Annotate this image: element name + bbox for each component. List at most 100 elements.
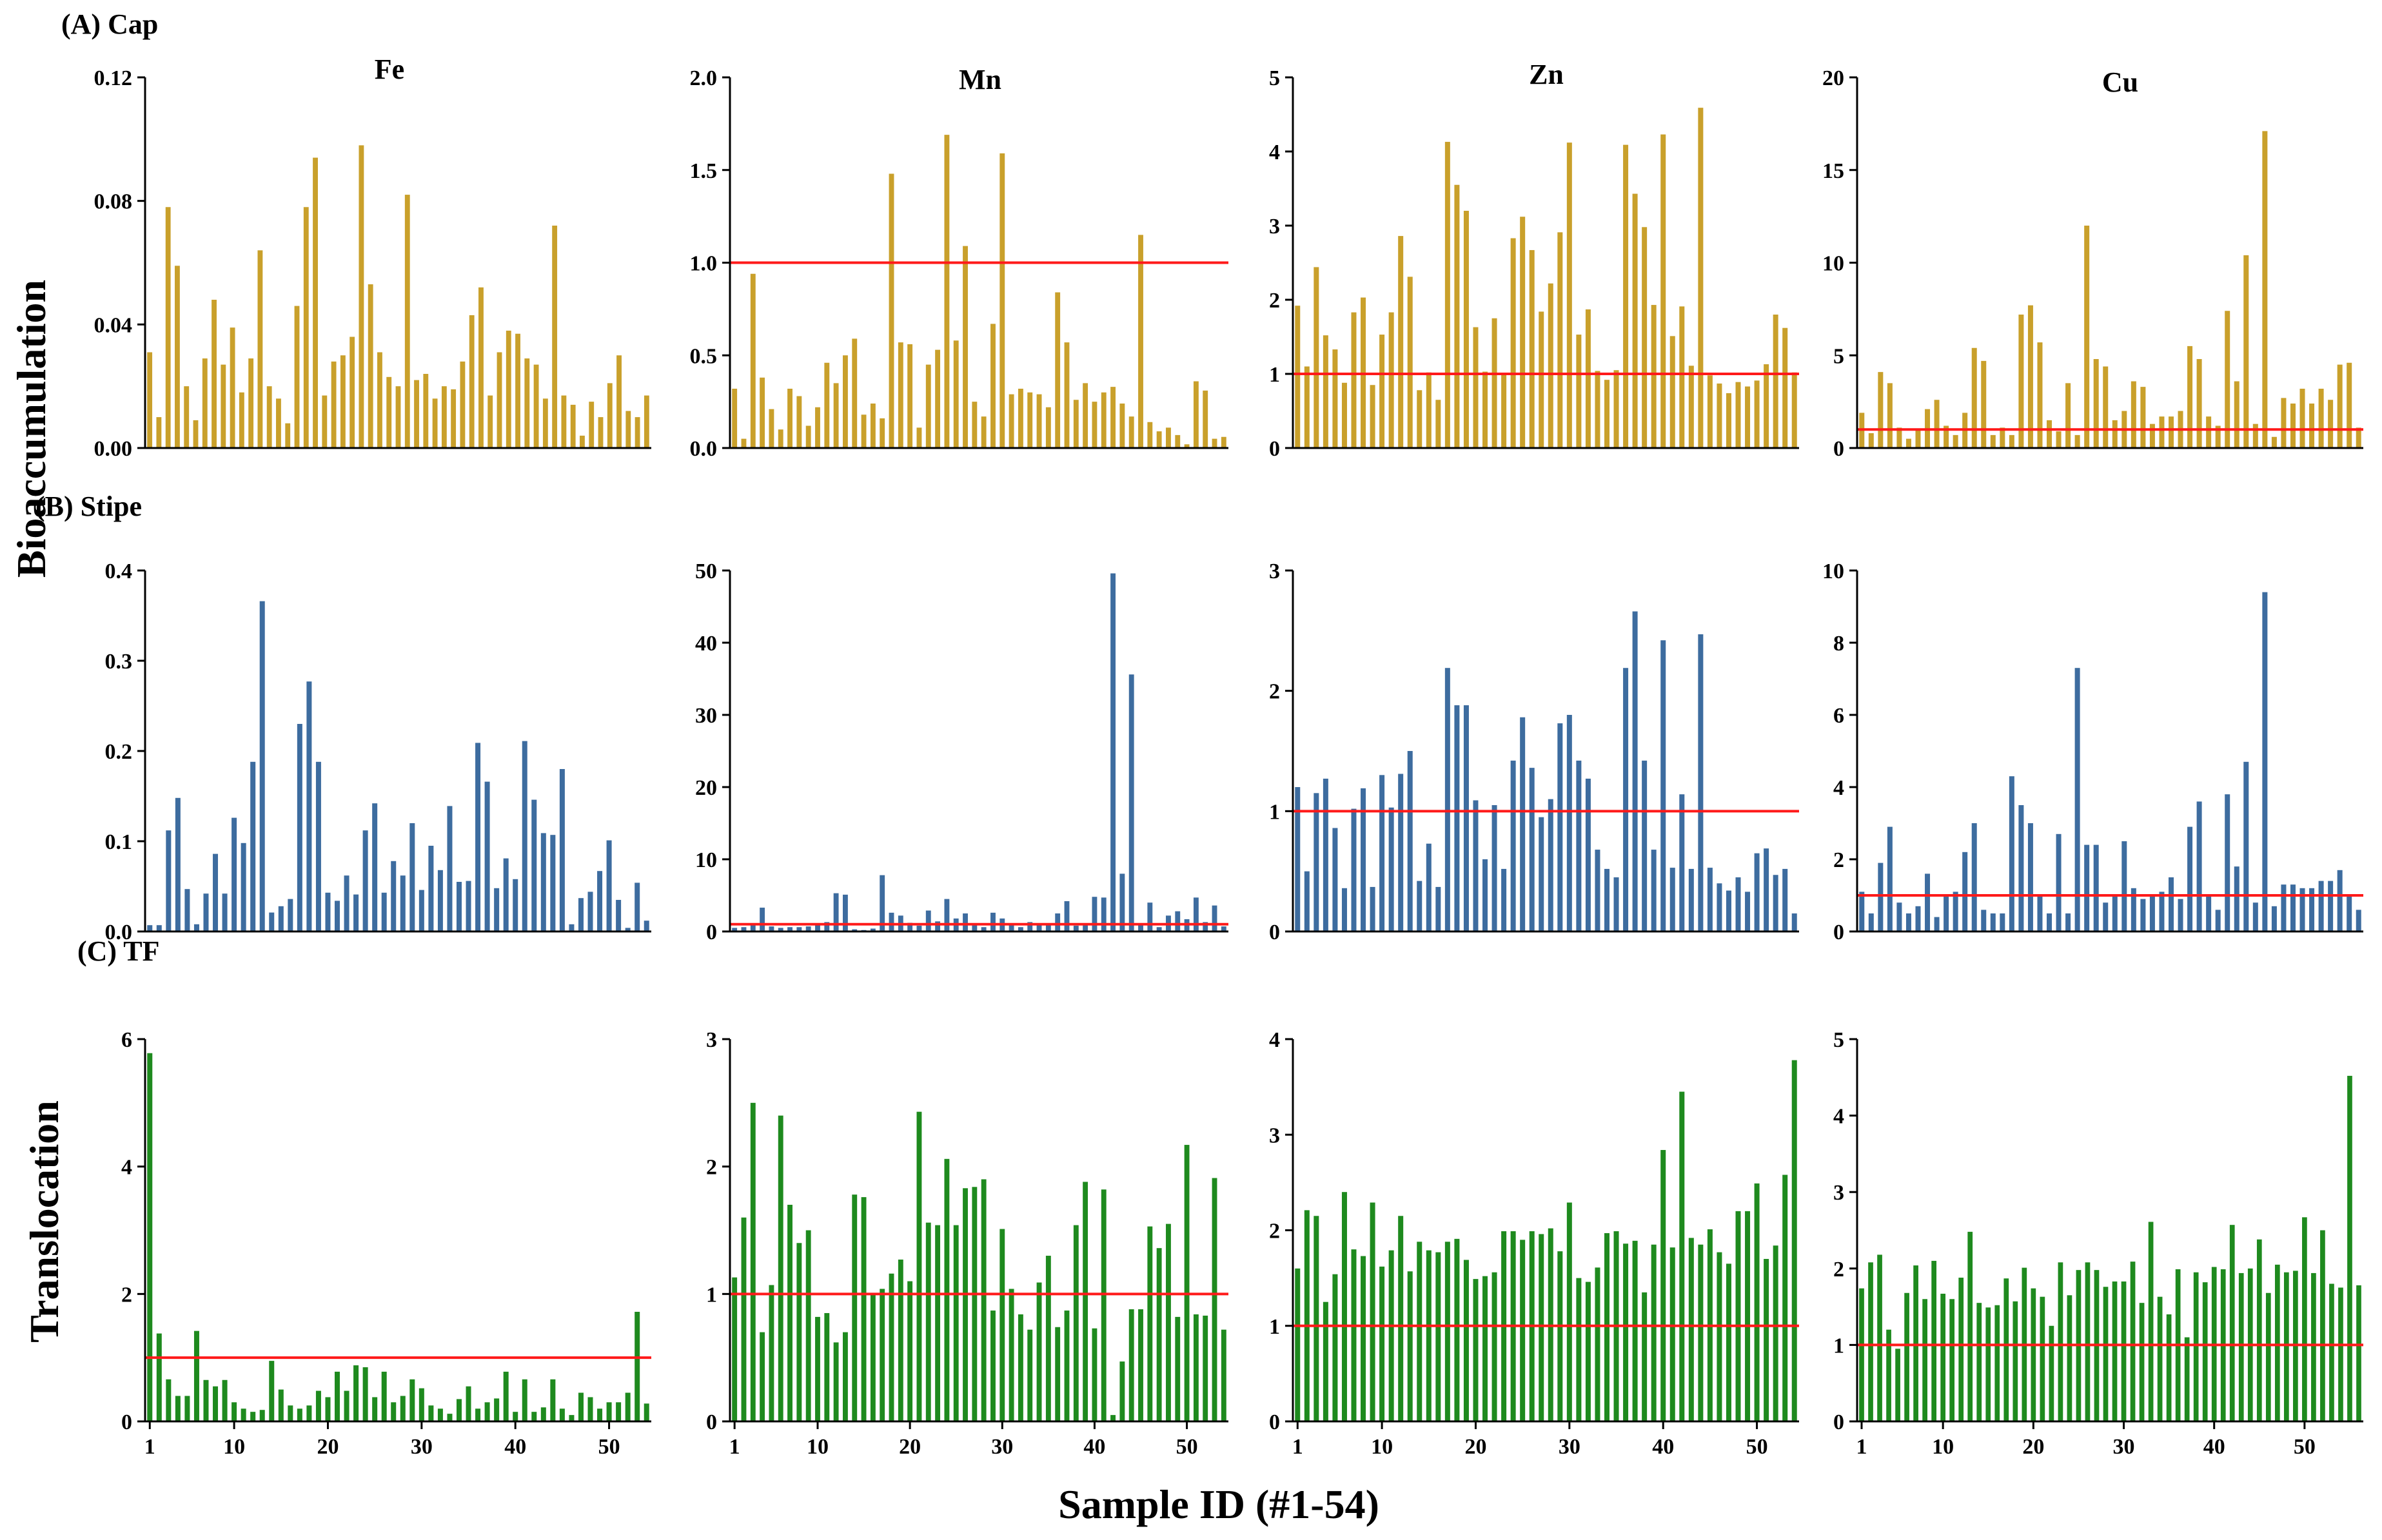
bar — [616, 355, 622, 448]
bar — [833, 1342, 839, 1421]
bar — [1868, 433, 1874, 448]
bar — [515, 333, 520, 448]
bar — [2112, 1281, 2118, 1421]
bar — [524, 358, 530, 448]
x-tick-label: 40 — [1652, 1435, 1674, 1459]
y-tick-label: 3 — [706, 1028, 717, 1052]
y-tick-label: 30 — [695, 704, 717, 728]
bar — [1791, 1060, 1797, 1421]
bar — [478, 287, 484, 448]
bar — [1688, 366, 1694, 448]
bar — [1101, 392, 1107, 448]
bar — [381, 892, 387, 931]
bar — [1981, 360, 1987, 449]
bar — [1055, 913, 1061, 931]
y-tick-label: 2 — [1269, 289, 1280, 313]
bar — [2243, 761, 2249, 931]
bar — [1221, 926, 1226, 931]
bar — [1073, 926, 1079, 931]
bar — [1064, 901, 1070, 931]
x-tick-label: 30 — [411, 1435, 433, 1459]
bar — [898, 342, 903, 449]
bar — [778, 429, 783, 448]
bar — [2065, 383, 2071, 449]
bar — [2166, 1314, 2172, 1421]
bar — [2347, 1075, 2352, 1421]
bar — [359, 145, 364, 449]
bar — [377, 352, 382, 448]
bar — [147, 352, 153, 448]
row-label-cap: (A) Cap — [61, 8, 158, 40]
bar — [184, 386, 190, 448]
bar — [231, 1402, 237, 1421]
bar — [447, 806, 453, 931]
bar — [1055, 292, 1061, 448]
panel-stipe-cu: 0 2 4 6 8 10 — [1822, 560, 2363, 944]
y-tick-label: 4 — [1833, 1105, 1844, 1129]
bar — [1092, 897, 1097, 931]
bar — [750, 924, 756, 931]
bar — [484, 1402, 490, 1421]
panels: 0.000.040.080.120.00.51.01.52.0012345051… — [94, 66, 2363, 1459]
bar — [2149, 424, 2155, 449]
x-tick-label: 40 — [1083, 1435, 1105, 1459]
bar — [2027, 823, 2033, 931]
bar — [540, 1407, 546, 1421]
bar — [963, 1188, 968, 1421]
bar — [259, 1410, 265, 1421]
bar — [889, 912, 894, 931]
bar — [916, 1111, 922, 1421]
panel-stipe-mn: 0 10 20 30 40 50 — [695, 560, 1228, 944]
bar — [1463, 1260, 1469, 1421]
bar — [2318, 389, 2324, 448]
bar — [2290, 404, 2296, 448]
y-tick-label: 1.0 — [690, 252, 718, 276]
bar — [1147, 902, 1153, 931]
bar — [2056, 431, 2062, 449]
bar — [1295, 1268, 1301, 1421]
bar — [1944, 425, 1949, 448]
bar — [843, 894, 848, 931]
bar — [466, 1386, 471, 1421]
bar — [606, 1402, 612, 1421]
y-tick-label: 0 — [121, 1410, 132, 1434]
bar — [1027, 392, 1033, 448]
bar — [1735, 382, 1741, 448]
bar — [1632, 193, 1638, 448]
bar — [212, 300, 217, 448]
bar — [1931, 1260, 1937, 1421]
bar — [1045, 924, 1051, 931]
y-tick-label: 6 — [121, 1028, 132, 1052]
bar — [1717, 1252, 1722, 1421]
bar — [990, 324, 996, 449]
bar — [239, 392, 244, 448]
bar — [1940, 1293, 1946, 1421]
bar — [1944, 895, 1949, 931]
bar — [1623, 1243, 1629, 1421]
bar — [2225, 794, 2230, 931]
bar — [2320, 1230, 2325, 1421]
bar — [1193, 1314, 1199, 1421]
bar — [456, 1399, 462, 1421]
x-tick-label: 10 — [807, 1435, 829, 1459]
bar — [2337, 870, 2343, 931]
bar — [644, 921, 649, 931]
y-tick-label: 15 — [1822, 159, 1844, 183]
bar — [278, 906, 284, 931]
bar — [306, 681, 312, 931]
bar — [1341, 382, 1347, 448]
bar — [598, 417, 604, 448]
bar — [313, 157, 318, 448]
bar — [587, 1397, 593, 1421]
bar — [880, 1289, 885, 1421]
bar — [843, 1332, 848, 1421]
bar — [625, 928, 631, 931]
bar — [531, 799, 537, 931]
bar — [1009, 394, 1014, 449]
panel-stipe-fe: 0.0 0.1 0.2 0.3 0.4 — [105, 560, 651, 944]
y-tick-label: 0 — [1269, 921, 1280, 944]
bar — [981, 927, 987, 931]
bar — [2347, 362, 2352, 448]
bar — [1166, 1223, 1171, 1421]
